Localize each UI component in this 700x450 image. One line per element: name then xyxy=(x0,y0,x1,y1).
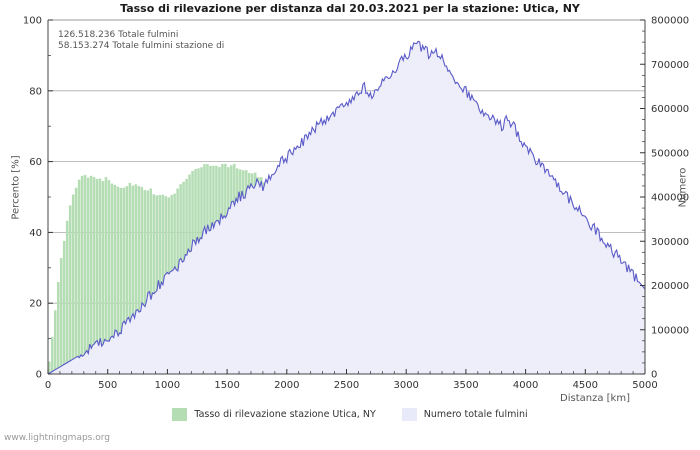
x-tick-label-2000: 2000 xyxy=(274,380,299,391)
legend-item-total-count: Numero totale fulmini xyxy=(401,408,528,421)
x-tick-label-4000: 4000 xyxy=(513,380,538,391)
chart-legend: Tasso di rilevazione stazione Utica, NY … xyxy=(0,408,700,421)
y-axis-label-left: Percento [%] xyxy=(10,155,22,220)
y-tick-label-right-200000: 200000 xyxy=(651,281,689,292)
y-tick-label-left-60: 60 xyxy=(29,157,42,168)
y-axis-label-right: Numero xyxy=(677,167,689,208)
legend-item-detection-rate: Tasso di rilevazione stazione Utica, NY xyxy=(172,408,376,421)
y-tick-label-left-20: 20 xyxy=(29,299,42,310)
legend-label-total-count: Numero totale fulmini xyxy=(423,409,528,420)
y-tick-label-right-300000: 300000 xyxy=(651,237,689,248)
x-tick-label-5000: 5000 xyxy=(632,380,657,391)
legend-swatch-green xyxy=(172,408,188,421)
x-tick-label-1000: 1000 xyxy=(155,380,180,391)
y-tick-label-right-700000: 700000 xyxy=(651,60,689,71)
y-tick-label-left-80: 80 xyxy=(29,86,42,97)
x-tick-label-2500: 2500 xyxy=(334,380,359,391)
x-tick-label-3500: 3500 xyxy=(453,380,478,391)
x-tick-label-1500: 1500 xyxy=(214,380,239,391)
x-tick-label-0: 0 xyxy=(45,380,51,391)
legend-swatch-blue xyxy=(401,408,417,421)
x-tick-label-3000: 3000 xyxy=(393,380,418,391)
x-axis-label: Distanza [km] xyxy=(560,393,630,404)
y-tick-label-left-100: 100 xyxy=(23,16,42,27)
annotation-station-lightning: 58.153.274 Totale fulmini stazione di xyxy=(58,41,225,51)
y-tick-label-left-0: 0 xyxy=(36,370,42,381)
page-title: Tasso di rilevazione per distanza dal 20… xyxy=(120,2,580,15)
y-tick-label-right-800000: 800000 xyxy=(651,16,689,27)
y-tick-label-right-600000: 600000 xyxy=(651,104,689,115)
annotation-total-lightning: 126.518.236 Totale fulmini xyxy=(58,30,179,40)
y-tick-label-left-40: 40 xyxy=(29,228,42,239)
footer-attribution: www.lightningmaps.org xyxy=(4,433,110,443)
y-tick-label-right-100000: 100000 xyxy=(651,325,689,336)
x-tick-label-500: 500 xyxy=(98,380,117,391)
x-tick-label-4500: 4500 xyxy=(573,380,598,391)
y-tick-label-right-0: 0 xyxy=(651,370,657,381)
legend-label-detection-rate: Tasso di rilevazione stazione Utica, NY xyxy=(194,409,376,420)
y-tick-label-right-500000: 500000 xyxy=(651,148,689,159)
y-tick-label-right-400000: 400000 xyxy=(651,193,689,204)
series-total-count-line xyxy=(47,40,646,375)
